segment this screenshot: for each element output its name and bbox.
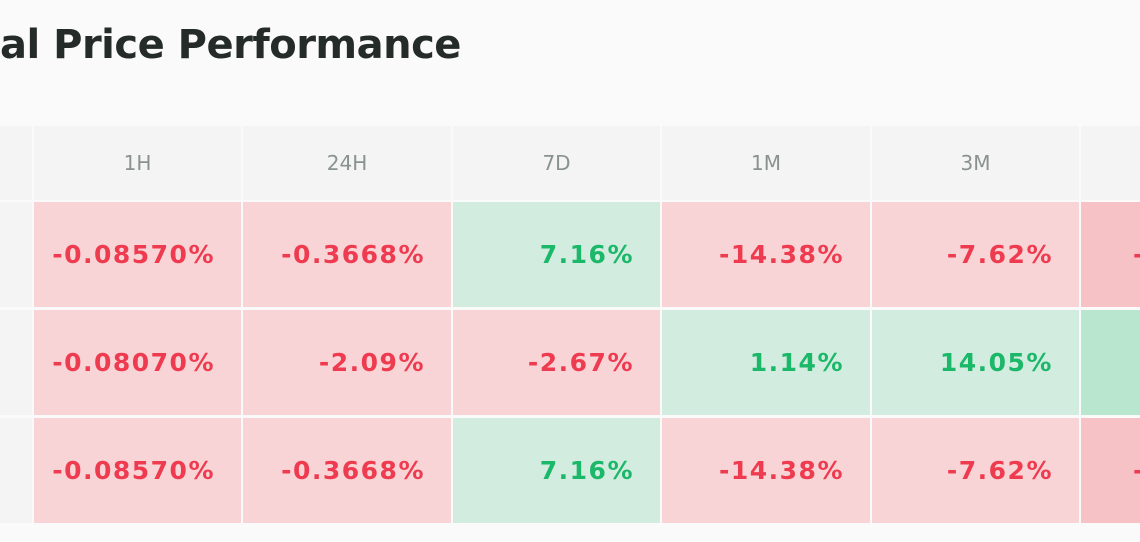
change-cell-24h: -2.09% <box>243 310 451 415</box>
change-cell-next: - <box>1081 202 1140 307</box>
change-cell-24h: -0.3668% <box>243 418 451 523</box>
change-cell-3m: 14.05% <box>872 310 1079 415</box>
row-label-cell <box>0 310 32 415</box>
page-title: al Price Performance <box>0 22 461 68</box>
change-cell-1h: -0.08070% <box>34 310 241 415</box>
change-cell-7d: 7.16% <box>453 202 660 307</box>
row-label-cell <box>0 418 32 523</box>
change-cell-1m: -14.38% <box>662 418 870 523</box>
header-cell-24h: 24H <box>243 126 451 200</box>
change-cell-next: - <box>1081 418 1140 523</box>
change-cell-7d: 7.16% <box>453 418 660 523</box>
header-cell-next <box>1081 126 1140 200</box>
change-cell-3m: -7.62% <box>872 202 1079 307</box>
change-cell-next <box>1081 310 1140 415</box>
change-cell-1m: 1.14% <box>662 310 870 415</box>
change-cell-1h: -0.08570% <box>34 202 241 307</box>
change-cell-24h: -0.3668% <box>243 202 451 307</box>
header-cell-3m: 3M <box>872 126 1079 200</box>
header-cell-7d: 7D <box>453 126 660 200</box>
header-cell-1m: 1M <box>662 126 870 200</box>
change-cell-7d: -2.67% <box>453 310 660 415</box>
header-cell-label-column <box>0 126 32 200</box>
change-cell-3m: -7.62% <box>872 418 1079 523</box>
change-cell-1m: -14.38% <box>662 202 870 307</box>
change-cell-1h: -0.08570% <box>34 418 241 523</box>
header-cell-1h: 1H <box>34 126 241 200</box>
row-label-cell <box>0 202 32 307</box>
